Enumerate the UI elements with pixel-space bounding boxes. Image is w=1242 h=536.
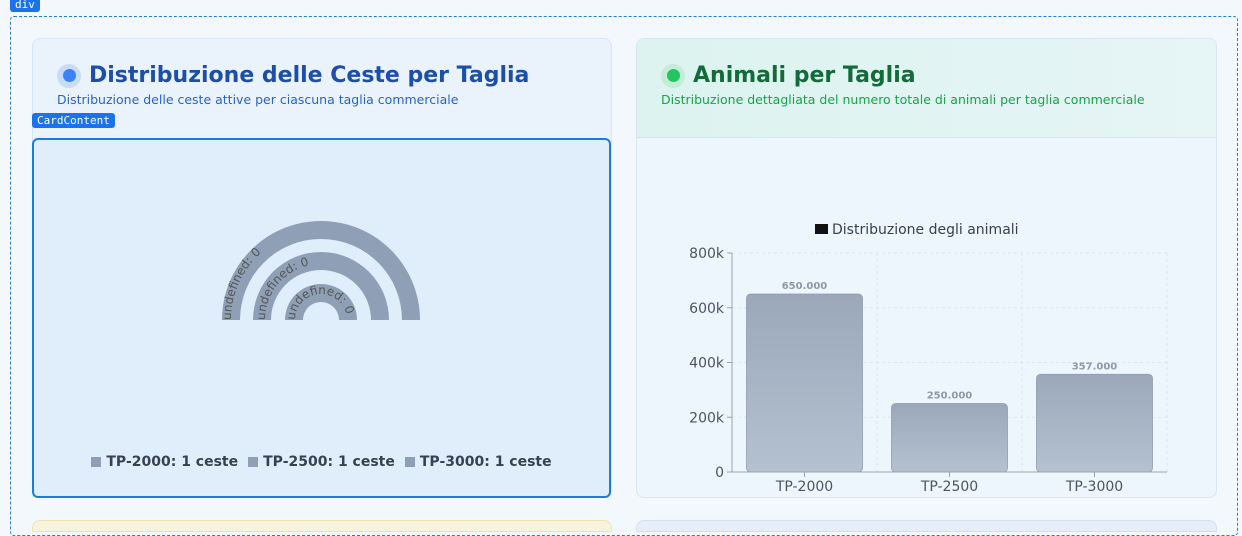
- legend-swatch-icon: [404, 457, 415, 467]
- card-header-band: [637, 39, 1216, 138]
- chart-bars: 650.000 250.000 357.000: [746, 281, 1153, 473]
- y-tick-label: 0: [715, 465, 724, 481]
- bar[interactable]: [1036, 373, 1153, 473]
- card-subtitle: Distribuzione delle ceste attive per cia…: [57, 92, 459, 107]
- legend-label: TP-3000: 1 ceste: [419, 454, 552, 470]
- ring-outer[interactable]: [222, 221, 420, 320]
- legend-swatch-icon: [815, 224, 828, 234]
- status-dot-icon: [661, 63, 685, 88]
- ring-middle[interactable]: [253, 252, 389, 320]
- bar-value-label: 357.000: [1072, 361, 1118, 372]
- x-tick-label: TP-2000: [775, 479, 833, 495]
- chart-legend-label: Distribuzione degli animali: [832, 222, 1019, 238]
- legend-swatch-icon: [91, 457, 102, 467]
- card-header: Distribuzione delle Ceste per Taglia Dis…: [33, 39, 611, 107]
- legend-label: TP-2000: 1 ceste: [106, 454, 239, 470]
- card-title: Distribuzione delle Ceste per Taglia: [89, 63, 530, 88]
- bar[interactable]: [891, 403, 1008, 473]
- dev-tag-div: div: [10, 0, 40, 12]
- y-tick-label: 800k: [689, 246, 725, 262]
- ring-inner[interactable]: [285, 284, 357, 320]
- y-tick-label: 200k: [689, 410, 725, 426]
- card-header: Animali per Taglia Distribuzione dettagl…: [637, 39, 1216, 107]
- bar-value-label: 650.000: [782, 281, 828, 292]
- card-content: undefined: 0 undefined: 0 undefined: 0 T…: [32, 138, 611, 498]
- legend-item[interactable]: TP-2000: 1 ceste: [91, 454, 238, 470]
- radial-chart: undefined: 0 undefined: 0 undefined: 0: [220, 221, 420, 321]
- animals-size-card: Animali per Taglia Distribuzione dettagl…: [636, 38, 1217, 498]
- next-card-right: [636, 520, 1217, 532]
- bar[interactable]: [746, 293, 863, 473]
- chart-legend: TP-2000: 1 ceste TP-2500: 1 ceste TP-300…: [34, 454, 609, 470]
- next-card-left: [32, 520, 612, 532]
- bar-chart: 650.000 250.000 357.000 0 200k 400k 600k 800k T…: [689, 222, 1168, 495]
- status-dot-icon: [57, 63, 81, 88]
- y-tick-label: 600k: [689, 301, 725, 317]
- legend-item[interactable]: TP-2500: 1 ceste: [248, 454, 395, 470]
- card-title: Animali per Taglia: [693, 63, 916, 88]
- x-tick-label: TP-2500: [920, 479, 978, 495]
- x-tick-label: TP-3000: [1065, 479, 1123, 495]
- chart-axes: 0 200k 400k 600k 800k TP-2000 TP-2500 TP-3000: [689, 246, 1167, 495]
- card-subtitle: Distribuzione dettagliata del numero tot…: [661, 92, 1145, 107]
- legend-label: TP-2500: 1 ceste: [263, 454, 395, 470]
- bar-value-label: 250.000: [927, 391, 973, 402]
- y-tick-label: 400k: [689, 356, 725, 372]
- legend-item[interactable]: TP-3000: 1 ceste: [404, 454, 552, 470]
- legend-swatch-icon: [248, 457, 259, 467]
- dev-tag-cardcontent: CardContent: [32, 113, 115, 128]
